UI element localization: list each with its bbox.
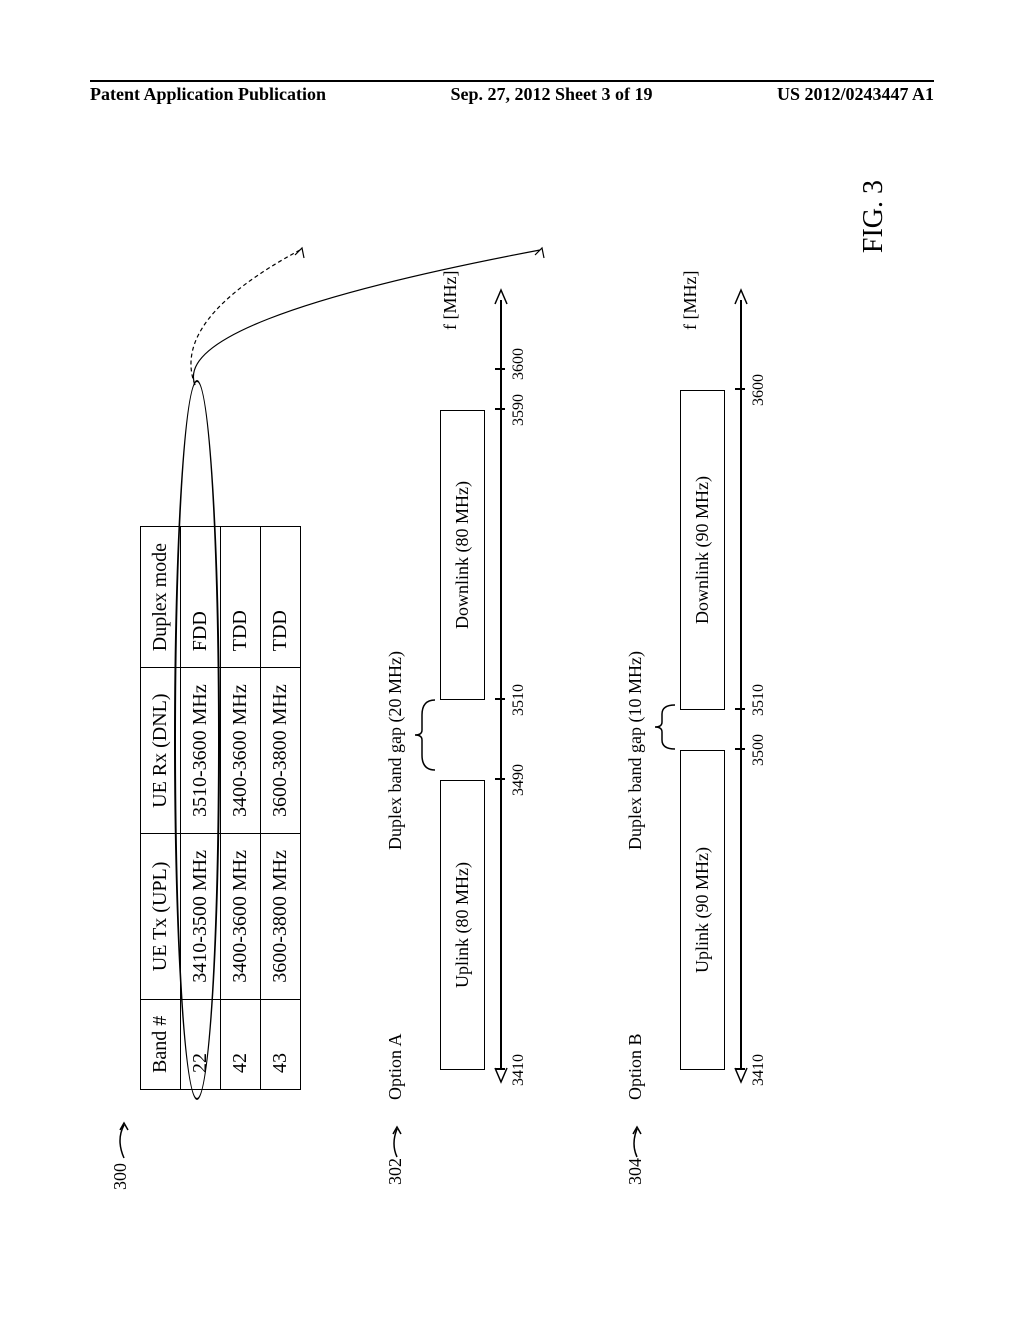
tick-label: 3600 xyxy=(510,348,528,380)
table-cell: 3600-3800 MHz xyxy=(261,668,301,834)
ref-304: 304 xyxy=(625,1158,646,1185)
axis-tick xyxy=(735,709,745,711)
table-header-row: Band # UE Tx (UPL) UE Rx (DNL) Duplex mo… xyxy=(141,526,181,1089)
downlink-box: Downlink (90 MHz) xyxy=(680,390,725,710)
downlink-box: Downlink (80 MHz) xyxy=(440,410,485,700)
axis-tick xyxy=(495,409,505,411)
brace-icon xyxy=(410,695,440,775)
axis-tick xyxy=(735,749,745,751)
table-cell: 3510-3600 MHz xyxy=(181,668,221,834)
table-cell: 43 xyxy=(261,999,301,1089)
figure-content: 300 Band # UE Tx (UPL) UE Rx (DNL) Duple… xyxy=(100,160,910,1210)
tick-label: 3500 xyxy=(750,734,768,766)
option-b-title: Option B xyxy=(625,1033,646,1100)
option-a-gap-label: Duplex band gap (20 MHz) xyxy=(385,651,406,850)
tick-label: 3490 xyxy=(510,764,528,796)
tick-label: 3410 xyxy=(750,1054,768,1086)
option-b-gap-label: Duplex band gap (10 MHz) xyxy=(625,651,646,850)
tick-label: 3410 xyxy=(510,1054,528,1086)
axis-tick xyxy=(735,389,745,391)
axis-line xyxy=(500,300,502,1070)
axis-label: f [MHz] xyxy=(680,271,701,330)
header-left: Patent Application Publication xyxy=(90,84,326,105)
tick-label: 3510 xyxy=(750,684,768,716)
table-cell: 3600-3800 MHz xyxy=(261,834,301,1000)
axis-label: f [MHz] xyxy=(440,271,461,330)
band-table: Band # UE Tx (UPL) UE Rx (DNL) Duplex mo… xyxy=(140,526,301,1090)
axis-tick xyxy=(495,779,505,781)
page-header: Patent Application Publication Sep. 27, … xyxy=(90,80,934,105)
table-row: 42 3400-3600 MHz 3400-3600 MHz TDD xyxy=(221,526,261,1089)
ref-arrow-icon xyxy=(389,1124,407,1159)
arrow-icon xyxy=(733,288,749,306)
brace-icon xyxy=(650,702,680,752)
ref-300: 300 xyxy=(110,1163,131,1190)
rotated-content: 300 Band # UE Tx (UPL) UE Rx (DNL) Duple… xyxy=(0,280,1024,1090)
header-right: US 2012/0243447 A1 xyxy=(777,84,934,105)
axis-tick xyxy=(735,1069,745,1071)
table-header: Band # xyxy=(141,999,181,1089)
arrow-icon xyxy=(493,288,509,306)
tick-label: 3600 xyxy=(750,374,768,406)
ref-302: 302 xyxy=(385,1158,406,1185)
figure-label: FIG. 3 xyxy=(858,180,890,253)
ref-arrow-icon xyxy=(629,1124,647,1159)
table-header: UE Rx (DNL) xyxy=(141,668,181,834)
table-cell: 42 xyxy=(221,999,261,1089)
axis-line xyxy=(740,300,742,1070)
table-cell: TDD xyxy=(221,526,261,667)
table-cell: TDD xyxy=(261,526,301,667)
tick-label: 3510 xyxy=(510,684,528,716)
axis-tick xyxy=(495,699,505,701)
table-row: 22 3410-3500 MHz 3510-3600 MHz FDD xyxy=(181,526,221,1089)
table-header: UE Tx (UPL) xyxy=(141,834,181,1000)
table-cell: FDD xyxy=(181,526,221,667)
tick-label: 3590 xyxy=(510,394,528,426)
option-a-section: 302 Option A Duplex band gap (20 MHz) Up… xyxy=(380,250,580,1130)
uplink-box: Uplink (90 MHz) xyxy=(680,750,725,1070)
axis-tick xyxy=(495,1069,505,1071)
header-center: Sep. 27, 2012 Sheet 3 of 19 xyxy=(451,84,653,105)
table-row: 43 3600-3800 MHz 3600-3800 MHz TDD xyxy=(261,526,301,1089)
uplink-box: Uplink (80 MHz) xyxy=(440,780,485,1070)
table-cell: 3400-3600 MHz xyxy=(221,668,261,834)
table-cell: 3410-3500 MHz xyxy=(181,834,221,1000)
table-header: Duplex mode xyxy=(141,526,181,667)
option-a-title: Option A xyxy=(385,1033,406,1100)
option-b-section: 304 Option B Duplex band gap (10 MHz) Up… xyxy=(620,250,820,1130)
table-cell: 3400-3600 MHz xyxy=(221,834,261,1000)
axis-tick xyxy=(495,369,505,371)
table-cell: 22 xyxy=(181,999,221,1089)
ref-arrow-icon xyxy=(114,1120,134,1160)
